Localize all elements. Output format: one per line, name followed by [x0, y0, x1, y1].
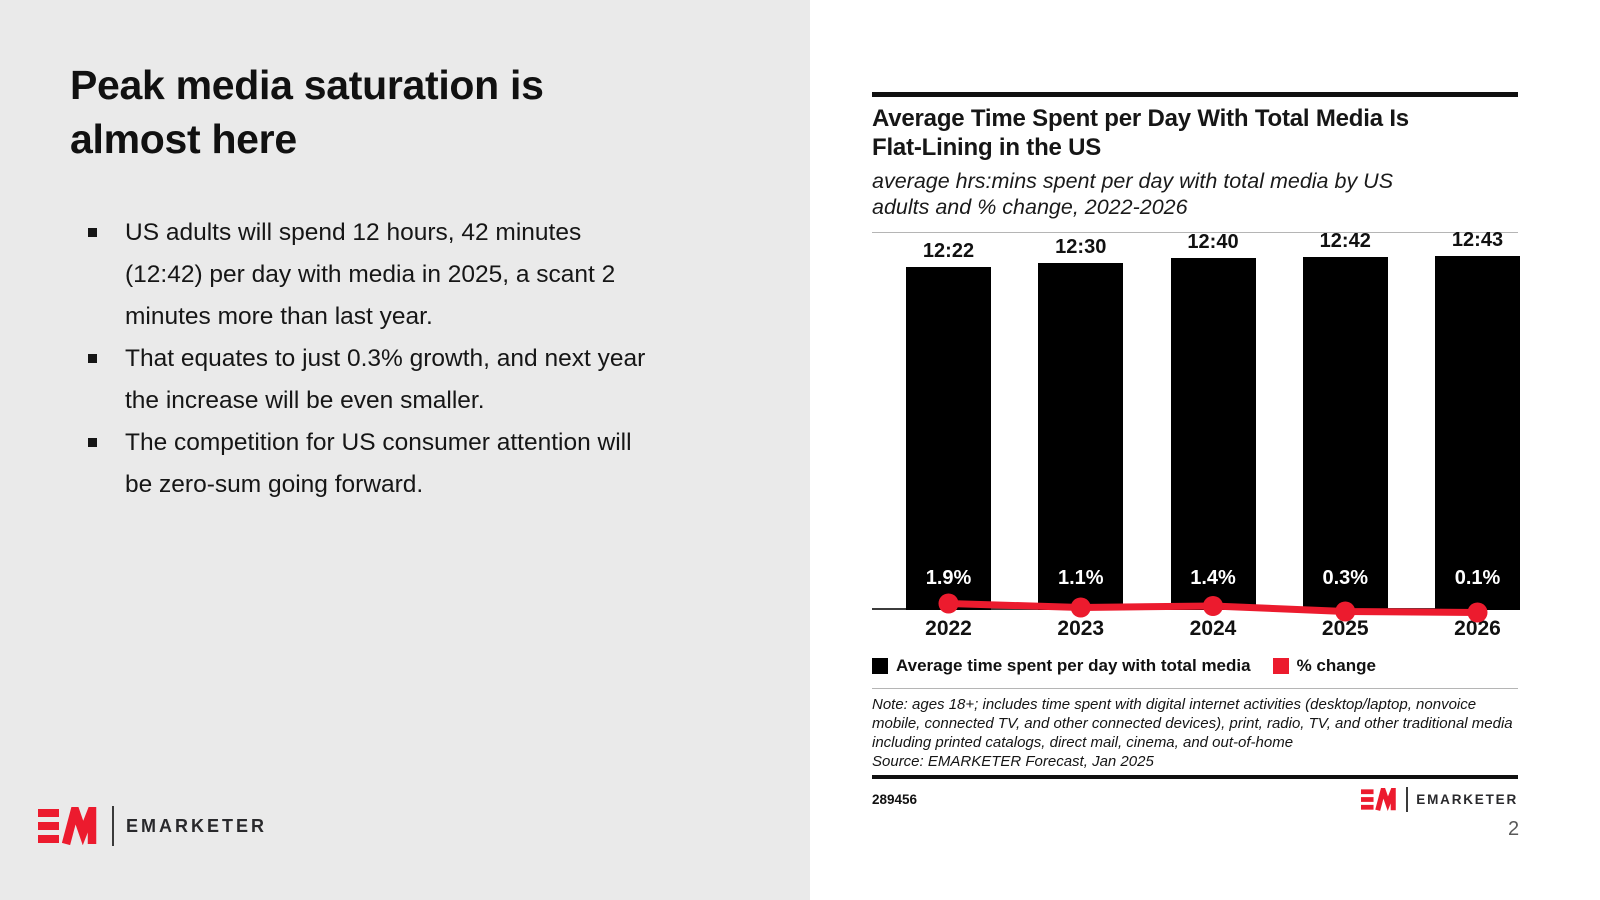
bar-2024 [1170, 258, 1256, 610]
bullet-item: The competition for US consumer attentio… [88, 422, 648, 506]
x-axis-label-2023: 2023 [1057, 617, 1105, 640]
emarketer-logo-small: EMARKETER [1361, 787, 1518, 812]
bar-value-label: 12:43 [1451, 229, 1504, 251]
page-number: 2 [1508, 818, 1520, 840]
chart-title-line-1: Average Time Spent per Day With Total Me… [872, 105, 1409, 132]
bullet-list: US adults will spend 12 hours, 42 minute… [88, 212, 648, 506]
emarketer-logo: EMARKETER [38, 806, 267, 846]
bar-chart-plot: 12:22 1.9% 12:30 1.1% 12:40 1.4% 12:42 0.3% 12:4… [872, 229, 1520, 623]
chart-title: Average Time Spent per Day With Total Me… [872, 104, 1518, 162]
logo-divider [1406, 787, 1409, 812]
note-text: Note: ages 18+; includes time spent with… [872, 696, 1513, 751]
bar-value-label: 12:42 [1319, 230, 1371, 252]
x-axis-label-2022: 2022 [925, 617, 972, 640]
chart-subtitle-line-1: average hrs:mins spent per day with tota… [872, 169, 1394, 193]
chart-subtitle-line-2: adults and % change, 2022-2026 [872, 195, 1188, 219]
legend-item: Average time spent per day with total me… [872, 656, 1251, 676]
note-divider [872, 688, 1518, 689]
pct-change-label: 1.9% [925, 567, 972, 589]
chart-legend: Average time spent per day with total me… [872, 656, 1518, 676]
bullet-square-icon [88, 354, 97, 363]
bar-2025 [1302, 257, 1388, 610]
bar-value-label: 12:22 [922, 240, 975, 262]
bullet-text: The competition for US consumer attentio… [125, 429, 632, 498]
logo-divider [112, 806, 114, 846]
em-logo-icon [1361, 788, 1397, 811]
pct-change-label: 0.1% [1454, 567, 1501, 589]
bullet-item: US adults will spend 12 hours, 42 minute… [88, 212, 648, 338]
slide-title: Peak media saturation is almost here [70, 58, 690, 166]
chart-subtitle: average hrs:mins spent per day with tota… [872, 168, 1518, 220]
em-logo-icon [38, 807, 97, 845]
bullet-item: That equates to just 0.3% growth, and ne… [88, 338, 648, 422]
legend-swatch-icon [1272, 658, 1289, 674]
pct-change-label: 0.3% [1322, 567, 1369, 589]
legend-swatch-icon [872, 658, 888, 674]
source-text: Source: EMARKETER Forecast, Jan 2025 [872, 753, 1154, 770]
bullet-text: US adults will spend 12 hours, 42 minute… [125, 219, 616, 330]
emarketer-wordmark: EMARKETER [1416, 792, 1518, 807]
emarketer-wordmark: EMARKETER [126, 815, 268, 836]
legend-label: % change [1296, 656, 1376, 675]
chart-id: 289456 [872, 792, 918, 807]
chart-top-rule [872, 92, 1518, 97]
slide-title-line-1: Peak media saturation is [70, 62, 544, 108]
chart-note: Note: ages 18+; includes time spent with… [872, 695, 1518, 771]
x-axis-label-2025: 2025 [1321, 617, 1369, 640]
x-axis-labels: 2022 2023 2024 2025 2026 [872, 610, 1518, 642]
bar-2026 [1435, 256, 1520, 610]
chart-footer: 289456 EMARKETER [872, 787, 1518, 812]
chart-bottom-rule [872, 775, 1518, 779]
slide-title-line-2: almost here [70, 116, 297, 163]
bar-2023 [1038, 263, 1124, 610]
left-panel: Peak media saturation is almost here US a… [0, 0, 810, 900]
bullet-text: That equates to just 0.3% growth, and ne… [125, 345, 646, 414]
bar-2022 [906, 267, 991, 610]
legend-label: Average time spent per day with total me… [896, 656, 1251, 675]
bar-value-label: 12:30 [1055, 236, 1107, 258]
pct-change-label: 1.1% [1057, 567, 1104, 589]
bullet-square-icon [88, 438, 97, 447]
legend-item: % change [1272, 656, 1376, 676]
x-axis-label-2024: 2024 [1189, 617, 1237, 640]
bar-value-label: 12:40 [1187, 231, 1239, 253]
x-axis-label-2026: 2026 [1454, 617, 1501, 640]
subtitle-divider [872, 232, 1518, 233]
pct-change-label: 1.4% [1190, 567, 1236, 589]
chart-panel: Average Time Spent per Day With Total Me… [872, 92, 1520, 812]
bullet-square-icon [88, 228, 97, 237]
chart-title-line-2: Flat-Lining in the US [872, 134, 1102, 161]
